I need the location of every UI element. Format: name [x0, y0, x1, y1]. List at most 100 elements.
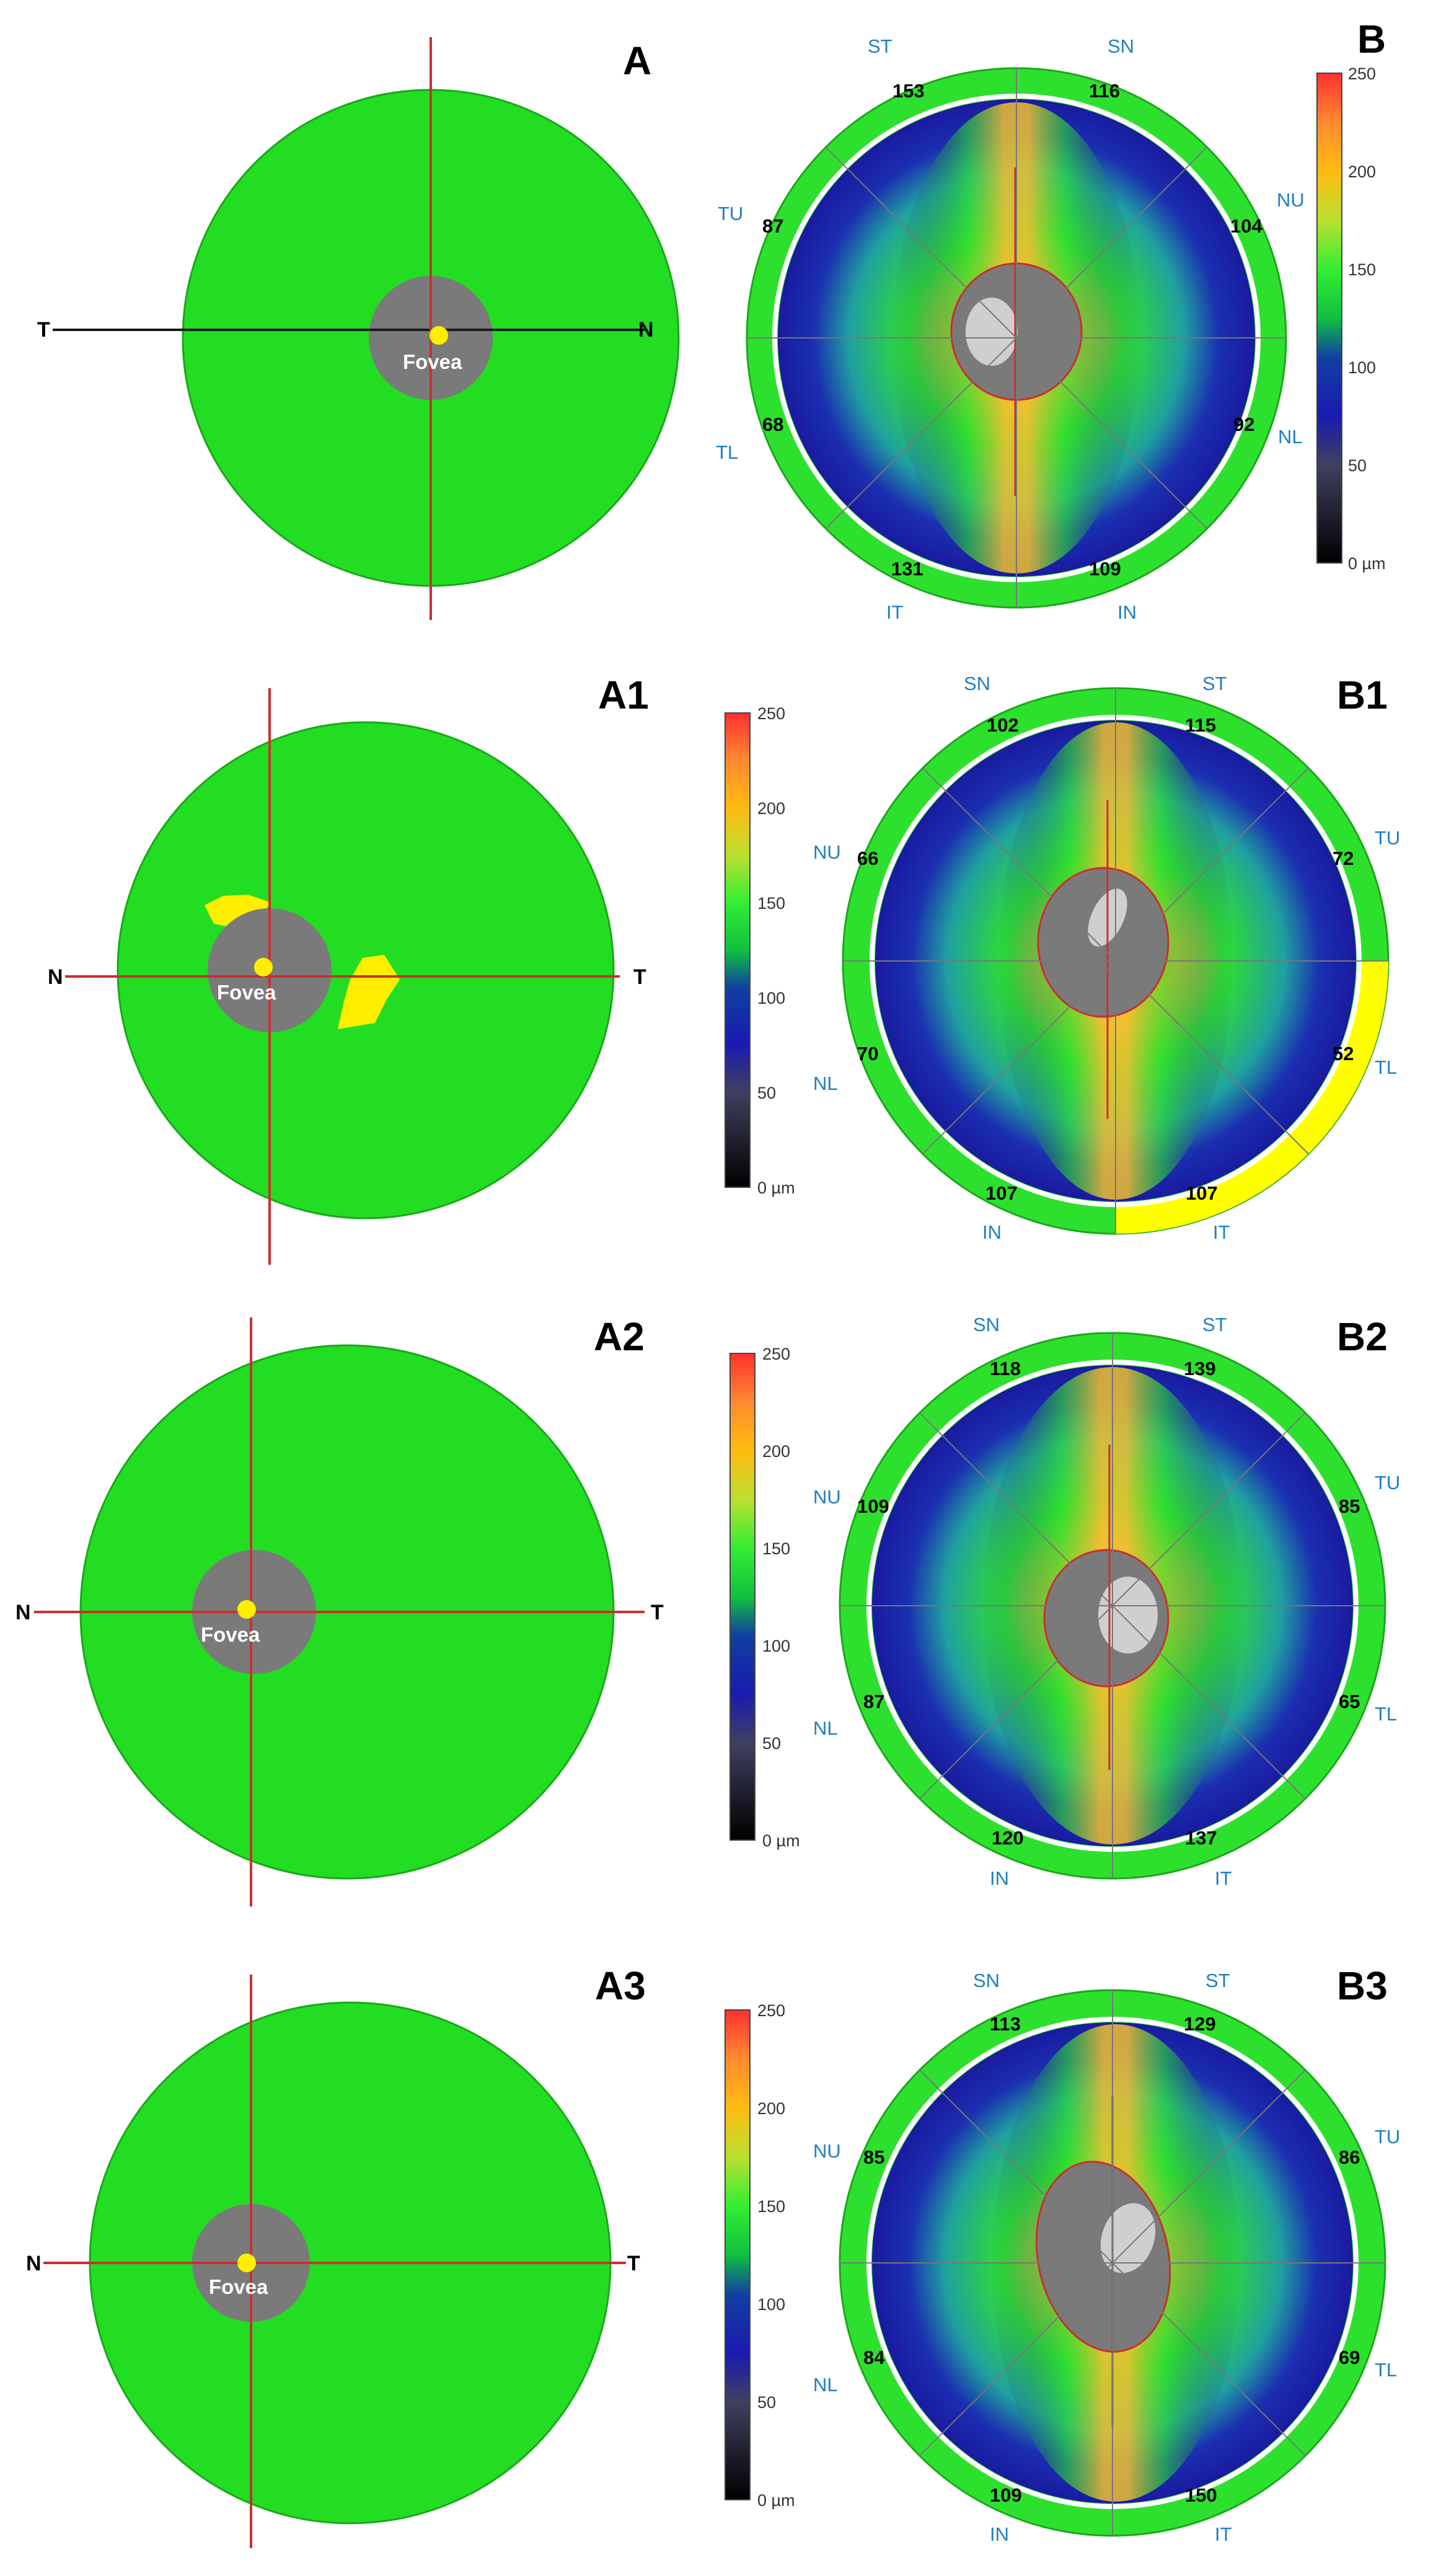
colorbar-tick-label: 250	[757, 704, 785, 723]
panel-label-a: A3	[595, 1963, 646, 2008]
colorbar: 250 200 150 100 50 0 µm	[725, 2001, 795, 2510]
foveal-center	[1100, 2203, 1156, 2273]
direction-right-label: T	[651, 1601, 664, 1624]
ring-divider	[919, 2069, 1306, 2456]
panel-label-b: B	[1357, 17, 1386, 61]
colorbar-tick-label: 250	[762, 1345, 790, 1363]
sector-label: SN	[973, 1314, 1000, 1335]
colorbar: 250 200 150 100 50 0 µm	[1316, 64, 1386, 573]
sector-value: 129	[1184, 2013, 1216, 2035]
colorbar-tick-label: 100	[757, 989, 785, 1007]
direction-right-label: T	[633, 965, 646, 989]
panel-b: 118 139 109 85 87 65 120 137 SN ST NU TU…	[813, 1314, 1400, 1889]
colorbar-tick-label: 100	[1348, 358, 1376, 377]
sector-label: TL	[716, 441, 738, 463]
direction-right-label: T	[627, 2252, 640, 2275]
colorbar-tick-label: 200	[762, 1442, 790, 1461]
sector-value: 69	[1339, 2347, 1360, 2368]
direction-left-label: N	[26, 2252, 42, 2275]
panel-label-b: B1	[1337, 673, 1388, 717]
colorbar-tick-label: 250	[1348, 64, 1376, 83]
fovea-label: Fovea	[201, 1623, 260, 1646]
sector-value: 92	[1233, 414, 1254, 435]
sector-value: 87	[762, 215, 783, 237]
sector-value: 137	[1185, 1827, 1217, 1849]
sector-label: NU	[813, 1486, 841, 1508]
sector-label: TU	[1375, 827, 1400, 849]
row-2: Fovea N T A2 250 200 150 100 50 0 µm	[15, 1314, 1400, 1906]
sector-label: TU	[1375, 1472, 1400, 1494]
panel-label-a: A1	[598, 673, 649, 717]
sector-label: IN	[990, 1867, 1009, 1889]
sector-label: SN	[1108, 35, 1134, 57]
sector-label: NU	[1277, 189, 1305, 211]
sector-value: 107	[985, 1182, 1018, 1204]
sector-value: 139	[1184, 1358, 1216, 1379]
colorbar-tick-label: 0 µm	[762, 1831, 800, 1850]
panel-label-b: B2	[1337, 1314, 1388, 1359]
colorbar-tick-label: 200	[757, 799, 785, 818]
sector-label: TL	[1375, 1056, 1397, 1078]
colorbar-tick-label: 200	[757, 2099, 785, 2118]
sector-label: IN	[990, 2523, 1009, 2545]
sector-label: IT	[1213, 1221, 1230, 1243]
abnormal-spot	[338, 955, 400, 1029]
colorbar-gradient	[1316, 73, 1342, 564]
colorbar-tick-label: 250	[757, 2001, 785, 2020]
row-3: Fovea N T A3 250 200 150 100 50 0 µm	[26, 1963, 1400, 2548]
colorbar-tick-label: 50	[757, 2393, 776, 2412]
sector-label: IN	[1117, 601, 1137, 623]
colorbar-tick-label: 100	[762, 1637, 790, 1655]
sector-label: NL	[813, 1073, 838, 1094]
sector-label: TU	[718, 203, 743, 224]
sector-value: 109	[1089, 558, 1121, 580]
sector-value: 65	[1339, 1691, 1360, 1712]
colorbar-tick-label: 50	[757, 1084, 776, 1102]
sector-value: 115	[1185, 714, 1216, 736]
panel-b: 113 129 85 86 84 69 109 150 SN ST NU TU …	[813, 1963, 1400, 2545]
sector-value: 118	[990, 1358, 1021, 1379]
direction-right-label: N	[638, 318, 654, 342]
sector-value: 68	[762, 414, 783, 435]
colorbar-tick-label: 200	[1348, 162, 1376, 181]
sector-label: SN	[973, 1970, 1000, 1991]
sector-value: 84	[863, 2347, 885, 2368]
sector-label: IT	[1215, 2523, 1232, 2545]
colorbar-tick-label: 150	[757, 894, 785, 913]
sector-label: IT	[1215, 1867, 1232, 1889]
row-1: Fovea N T A1 250 200 150 100 50 0 µm	[48, 673, 1400, 1265]
panel-a: Fovea N T A2	[15, 1314, 664, 1906]
sector-label: ST	[1205, 1970, 1230, 1991]
ring-divider	[825, 146, 1208, 529]
sector-value: 87	[863, 1691, 884, 1712]
highlighted-sector	[1116, 961, 1388, 1234]
sector-value: 85	[1339, 1495, 1360, 1517]
fovea-dot	[237, 1600, 256, 1619]
ring-divider	[919, 1412, 1306, 1799]
direction-left-label: N	[48, 965, 63, 989]
colorbar-tick-label: 150	[1348, 260, 1376, 279]
colorbar: 250 200 150 100 50 0 µm	[725, 704, 795, 1197]
sector-label: NU	[813, 2140, 841, 2162]
sector-value: 52	[1332, 1043, 1354, 1064]
direction-left-label: T	[37, 318, 50, 342]
sector-value: 104	[1230, 215, 1262, 237]
sector-label: TL	[1375, 2359, 1397, 2381]
colorbar-tick-label: 100	[757, 2295, 785, 2314]
sector-label: IN	[982, 1221, 1002, 1243]
panel-label-b: B3	[1337, 1963, 1388, 2008]
sector-label: NL	[1278, 426, 1303, 448]
sector-value: 131	[891, 558, 923, 580]
fovea-label: Fovea	[209, 2275, 268, 2298]
colorbar-tick-label: 50	[1348, 456, 1367, 475]
sector-value: 85	[863, 2146, 884, 2168]
sector-value: 116	[1089, 80, 1120, 102]
colorbar-tick-label: 50	[762, 1734, 781, 1753]
sector-value: 120	[992, 1827, 1024, 1849]
sector-label: TL	[1375, 1703, 1397, 1725]
sector-label: ST	[868, 35, 892, 57]
sector-label: ST	[1202, 1314, 1227, 1335]
fovea-dot	[237, 2254, 256, 2272]
ring-divider	[922, 768, 1309, 1154]
